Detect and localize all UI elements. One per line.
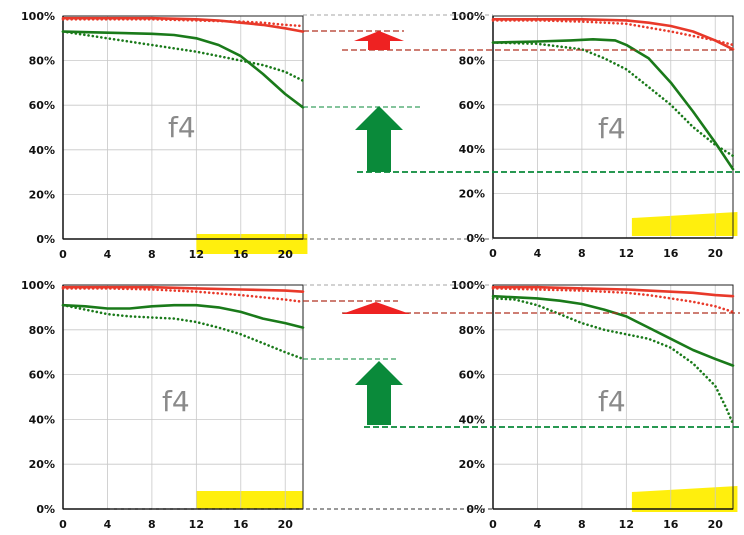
series-line-red-solid xyxy=(61,285,305,293)
x-tick-label: 8 xyxy=(578,247,586,260)
series-line-green-solid xyxy=(61,30,305,109)
y-tick-label: 100% xyxy=(21,279,55,292)
x-tick-label: 0 xyxy=(489,518,497,531)
x-tick-label: 16 xyxy=(233,518,249,531)
y-tick-label: 40% xyxy=(29,413,55,426)
highlight-band-top-right xyxy=(631,212,738,236)
x-tick-label: 16 xyxy=(663,247,679,260)
aperture-label: f4 xyxy=(168,111,196,144)
x-tick-label: 4 xyxy=(534,518,542,531)
series-line-red-dotted xyxy=(491,19,735,47)
y-tick-label: 0% xyxy=(36,233,55,246)
aperture-label: f4 xyxy=(162,385,190,418)
x-tick-label: 4 xyxy=(104,518,112,531)
x-tick-label: 0 xyxy=(59,518,67,531)
x-tick-label: 20 xyxy=(278,518,294,531)
y-tick-label: 80% xyxy=(29,324,55,337)
x-tick-label: 20 xyxy=(278,248,294,261)
chart-panel-bottom-left: 0 4 8 12 16 20 0% 20% 40% 60% 80% 100% f4 xyxy=(21,279,305,531)
y-tick-label: 100% xyxy=(21,10,55,23)
x-tick-label: 16 xyxy=(663,518,679,531)
y-tick-label: 60% xyxy=(29,99,55,112)
y-tick-label: 20% xyxy=(29,188,55,201)
chart-panel-bottom-right: 0 4 8 12 16 200%20%40%60%80%100%f4 xyxy=(451,279,735,531)
green-arrow-top xyxy=(355,106,403,172)
y-tick-label: 100% xyxy=(451,279,485,292)
series-line-red-solid xyxy=(491,18,735,51)
y-tick-label: 20% xyxy=(459,188,485,201)
y-tick-label: 20% xyxy=(459,458,485,471)
y-tick-label: 80% xyxy=(29,55,55,68)
y-tick-label: 60% xyxy=(459,99,485,112)
x-tick-label: 8 xyxy=(148,248,156,261)
highlight-band-bottom-right xyxy=(631,486,738,512)
series-line-red-dotted xyxy=(61,287,305,304)
green-arrow-bottom xyxy=(355,361,403,425)
y-tick-label: 60% xyxy=(459,369,485,382)
highlight-layer xyxy=(196,212,738,512)
y-tick-label: 0% xyxy=(36,503,55,516)
aperture-label: f4 xyxy=(598,112,626,145)
x-tick-label: 4 xyxy=(104,248,112,261)
chart-panels: 0 4 8 12 16 200%20%40%60%80%100%f40 4 8 12 16 200%… xyxy=(21,10,735,531)
x-tick-label: 12 xyxy=(619,247,634,260)
y-tick-label: 80% xyxy=(459,324,485,337)
aperture-label: f4 xyxy=(598,385,626,418)
y-tick-label: 40% xyxy=(29,144,55,157)
x-tick-label: 8 xyxy=(148,518,156,531)
y-tick-label: 80% xyxy=(459,54,485,67)
red-arrow-bottom xyxy=(342,302,410,314)
y-tick-label: 40% xyxy=(459,143,485,156)
x-tick-label: 12 xyxy=(619,518,634,531)
x-tick-label: 4 xyxy=(534,247,542,260)
y-tick-label: 20% xyxy=(29,458,55,471)
comparison-arrows xyxy=(342,31,410,425)
x-tick-label: 20 xyxy=(708,247,724,260)
reference-lines xyxy=(110,14,740,510)
series-line-green-dotted xyxy=(491,41,735,158)
highlight-band-bottom-left xyxy=(196,491,303,509)
series-line-green-dotted xyxy=(61,303,305,361)
y-tick-label: 40% xyxy=(459,413,485,426)
chart-panel-top-left: 0 4 8 12 16 20 0% 20% 40% 60% 80% 100% f4 xyxy=(21,10,305,261)
x-tick-label: 12 xyxy=(189,248,204,261)
x-tick-label: 0 xyxy=(489,247,497,260)
series-line-green-dotted xyxy=(491,297,735,426)
series-line-red-dotted xyxy=(491,287,735,314)
y-tick-label: 0% xyxy=(466,232,485,245)
red-arrow-top xyxy=(354,31,404,50)
series-line-red-solid xyxy=(491,285,735,298)
x-tick-label: 12 xyxy=(189,518,204,531)
chart-panel-top-right: 0 4 8 12 16 20 0% 20% 40% 60% 80% 100% f4 xyxy=(451,10,735,260)
x-tick-label: 0 xyxy=(59,248,67,261)
y-tick-label: 100% xyxy=(451,10,485,23)
series-line-red-dotted xyxy=(61,18,305,28)
series-line-green-solid xyxy=(61,303,305,329)
series-line-green-dotted xyxy=(61,30,305,82)
x-tick-label: 20 xyxy=(708,518,724,531)
series-line-green-solid xyxy=(491,38,735,171)
x-tick-label: 16 xyxy=(233,248,249,261)
x-tick-label: 8 xyxy=(578,518,586,531)
y-tick-label: 60% xyxy=(29,369,55,382)
